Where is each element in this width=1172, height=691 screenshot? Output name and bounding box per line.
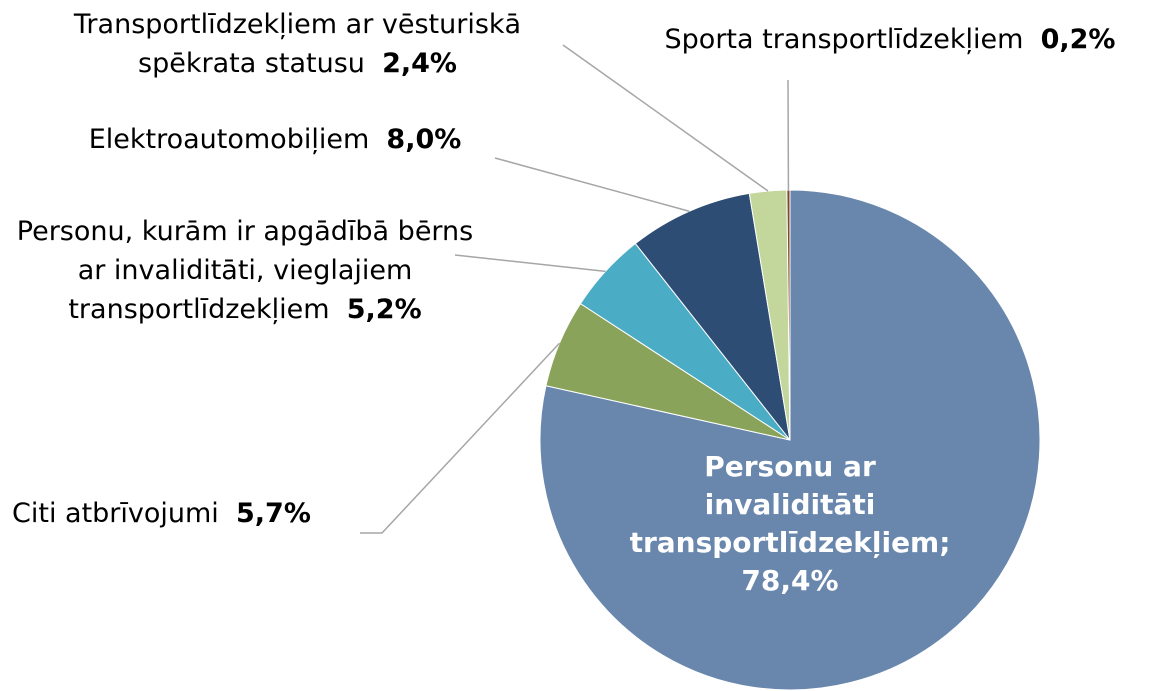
- category-name: Elektroautomobiļiem: [88, 124, 370, 155]
- pie-slice: [786, 189, 791, 441]
- slice-label: Transportlīdzekļiem ar vēsturiskā spēkra…: [25, 5, 570, 83]
- category-name: Transportlīdzekļiem ar vēsturiskā spēkra…: [73, 9, 522, 79]
- value-label: 5,7%: [235, 498, 311, 529]
- leader-line: [454, 254, 606, 273]
- category-name: Personu, kurām ir apgādībā bērns ar inva…: [16, 216, 474, 325]
- category-name: Personu ar invaliditāti transportlīdzekļ…: [629, 450, 951, 559]
- slice-label: Personu ar invaliditāti transportlīdzekļ…: [620, 448, 960, 600]
- slice-label: Personu, kurām ir apgādībā bērns ar inva…: [15, 212, 475, 329]
- category-name: Citi atbrīvojumi: [12, 498, 219, 529]
- slice-label: Sporta transportlīdzekļiem 0,2%: [610, 20, 1170, 59]
- value-label: 2,4%: [382, 48, 457, 79]
- category-name: Sporta transportlīdzekļiem: [664, 24, 1024, 55]
- slice-label: Citi atbrīvojumi 5,7%: [12, 494, 412, 533]
- slice-label: Elektroautomobiļiem 8,0%: [40, 120, 510, 159]
- leader-line: [494, 157, 690, 212]
- leader-line: [360, 342, 561, 534]
- value-label: 8,0%: [386, 124, 462, 155]
- value-label: 5,2%: [346, 294, 422, 325]
- leader-line: [562, 44, 769, 192]
- value-label: 78,4%: [741, 564, 839, 597]
- value-label: 0,2%: [1040, 24, 1116, 55]
